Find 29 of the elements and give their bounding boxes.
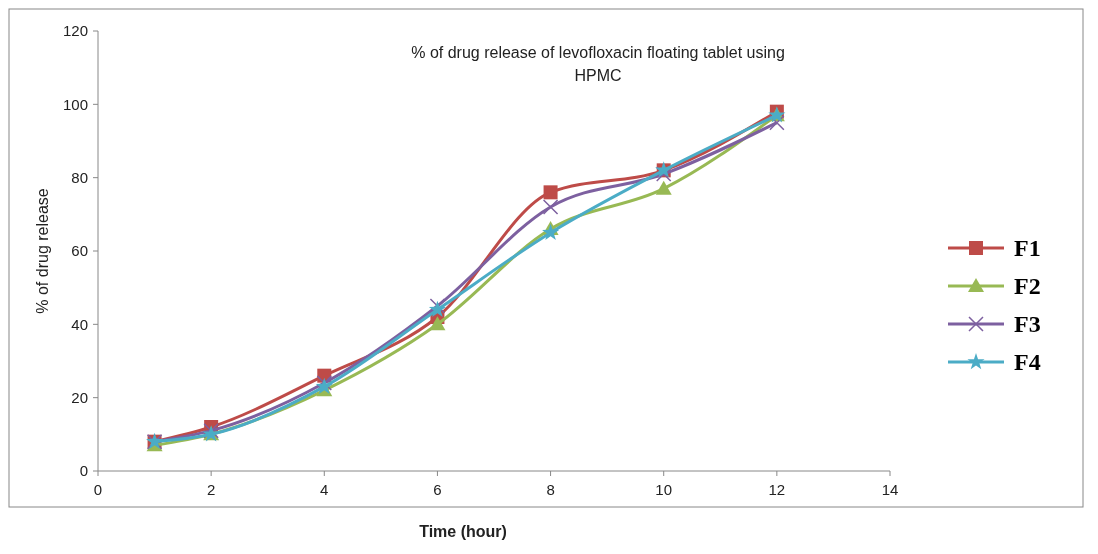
- y-tick-label: 80: [71, 168, 88, 186]
- x-tick-label: 6: [433, 481, 442, 498]
- point: [655, 180, 672, 195]
- y-tick-label: 0: [79, 462, 88, 480]
- x-tick-label: 8: [546, 481, 555, 498]
- x-tick-label: 14: [881, 481, 899, 498]
- legend-label: F4: [1014, 349, 1041, 376]
- y-tick-label: 100: [62, 95, 88, 113]
- legend-label: F1: [1014, 235, 1041, 262]
- x-tick-label: 2: [206, 481, 216, 498]
- legend-label: F2: [1014, 273, 1041, 300]
- y-axis-title: % of drug release: [34, 188, 51, 314]
- point: [655, 166, 672, 182]
- x-tick-label: 4: [320, 481, 329, 498]
- text: % of drug release of levofloxacin floating tablet using HPMC: [411, 44, 785, 84]
- y-tick-label: 40: [71, 315, 88, 333]
- x-tick-label: 12: [768, 481, 786, 498]
- point: [542, 223, 560, 240]
- y-tick-label: 120: [62, 22, 88, 40]
- point: [429, 316, 446, 331]
- y-tick-label: 60: [71, 242, 88, 260]
- x-tick-label: 0: [93, 481, 103, 498]
- legend-label: F3: [1014, 311, 1041, 338]
- point: [542, 199, 559, 215]
- point: [769, 114, 785, 131]
- y-tick-label: 20: [71, 388, 88, 406]
- x-tick-label: 10: [655, 481, 673, 498]
- x-axis-title: Time (hour): [419, 523, 507, 540]
- point: [543, 185, 558, 200]
